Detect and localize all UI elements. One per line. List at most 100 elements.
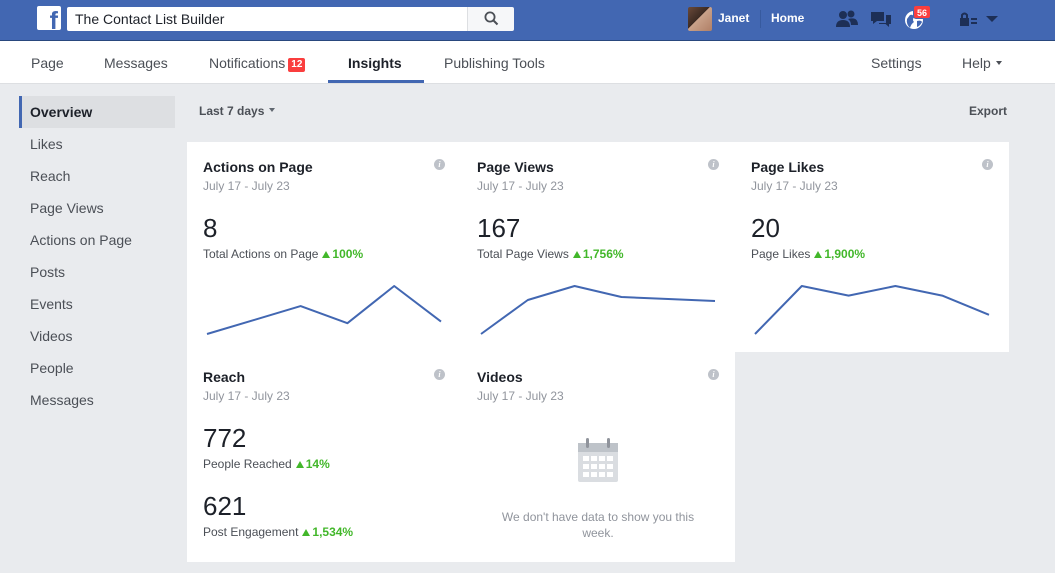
date-range-label: Last 7 days xyxy=(199,104,265,118)
home-link[interactable]: Home xyxy=(771,11,805,25)
metric-label: Total Actions on Page 100% xyxy=(203,247,363,261)
metric-change: 1,534% xyxy=(312,525,354,539)
info-icon[interactable]: i xyxy=(434,159,445,170)
sidebar-item-videos[interactable]: Videos xyxy=(30,328,73,344)
card-title: Actions on Page xyxy=(203,159,313,175)
lock-icon[interactable] xyxy=(957,7,983,31)
trend-up-icon xyxy=(572,251,581,258)
top-navigation-bar: f The Contact List Builder Janet Home xyxy=(0,0,1055,41)
tab-label: Settings xyxy=(871,55,922,71)
metric-label: Page Likes 1,900% xyxy=(751,247,865,261)
card-date-range: July 17 - July 23 xyxy=(751,179,838,193)
sparkline xyxy=(480,285,716,335)
card-title: Videos xyxy=(477,369,523,385)
metric-change: 14% xyxy=(305,457,330,471)
calendar-icon xyxy=(578,438,618,482)
tab-label: Notifications xyxy=(209,55,286,71)
tab-publishing-tools[interactable]: Publishing Tools xyxy=(444,41,545,83)
sidebar-item-people[interactable]: People xyxy=(30,360,74,376)
tab-help[interactable]: Help xyxy=(962,41,1002,83)
tab-notifications[interactable]: Notifications 12 xyxy=(209,41,306,83)
reach-card[interactable]: Reach July 17 - July 23 i 772 People Rea… xyxy=(187,352,461,562)
sidebar-item-actions-on-page[interactable]: Actions on Page xyxy=(30,232,132,248)
sidebar-item-overview[interactable]: Overview xyxy=(19,96,175,128)
page-likes-card[interactable]: Page Likes July 17 - July 23 i 20 Page L… xyxy=(735,142,1009,352)
card-title: Reach xyxy=(203,369,246,385)
insights-sidebar: Overview Likes Reach Page Views Actions … xyxy=(19,96,175,416)
metric-change: 1,900% xyxy=(824,247,866,261)
chevron-down-icon xyxy=(995,61,1002,65)
metric-label: Total Page Views 1,756% xyxy=(477,247,624,261)
tab-label: Page xyxy=(31,55,64,71)
messages-icon[interactable] xyxy=(868,7,894,31)
card-date-range: July 17 - July 23 xyxy=(203,179,290,193)
metric-label-text: Post Engagement xyxy=(203,525,299,539)
empty-state-message: We don't have data to show you this week… xyxy=(501,510,695,540)
trend-up-icon xyxy=(295,461,304,468)
metric-label-text: Page Likes xyxy=(751,247,811,261)
tab-label: Messages xyxy=(104,55,168,71)
date-range-dropdown[interactable]: Last 7 days xyxy=(199,104,276,118)
active-tab-indicator xyxy=(328,80,424,83)
search-input[interactable]: The Contact List Builder xyxy=(67,7,467,31)
videos-card[interactable]: Videos July 17 - July 23 i We don't have… xyxy=(461,352,735,562)
notifications-badge: 56 xyxy=(913,5,932,19)
card-date-range: July 17 - July 23 xyxy=(477,179,564,193)
info-icon[interactable]: i xyxy=(708,159,719,170)
metric-value: 772 xyxy=(203,423,247,453)
dropdown-arrow-icon[interactable] xyxy=(983,7,1009,31)
sparkline-series-page-views xyxy=(480,285,716,335)
card-date-range: July 17 - July 23 xyxy=(203,389,290,403)
trend-up-icon xyxy=(302,529,311,536)
sidebar-item-posts[interactable]: Posts xyxy=(30,264,66,280)
avatar[interactable] xyxy=(688,7,712,31)
trend-up-icon xyxy=(814,251,823,258)
sidebar-item-likes[interactable]: Likes xyxy=(30,136,63,152)
metric-value: 20 xyxy=(751,213,780,243)
card-title: Page Likes xyxy=(751,159,825,175)
export-button[interactable]: Export xyxy=(969,104,1008,118)
metric-value: 167 xyxy=(477,213,521,243)
sidebar-item-page-views[interactable]: Page Views xyxy=(30,200,104,216)
actions-on-page-card[interactable]: Actions on Page July 17 - July 23 i 8 To… xyxy=(187,142,461,352)
metric-label-text: Total Actions on Page xyxy=(203,247,319,261)
card-date-range: July 17 - July 23 xyxy=(477,389,564,403)
divider xyxy=(760,10,761,28)
sparkline-series-page-likes xyxy=(754,285,990,335)
facebook-logo-icon[interactable]: f xyxy=(37,6,61,30)
tab-settings[interactable]: Settings xyxy=(871,41,922,83)
tab-label: Publishing Tools xyxy=(444,55,545,71)
tab-label: Help xyxy=(962,55,991,71)
profile-link[interactable]: Janet xyxy=(718,11,750,25)
metric-label-text: Total Page Views xyxy=(477,247,569,261)
sparkline-series-actions-on-page xyxy=(206,285,442,335)
sidebar-item-reach[interactable]: Reach xyxy=(30,168,71,184)
metric-change: 100% xyxy=(332,247,364,261)
metric-label: People Reached 14% xyxy=(203,457,330,471)
card-title: Page Views xyxy=(477,159,554,175)
sparkline xyxy=(754,285,990,335)
metric-label-text: People Reached xyxy=(203,457,292,471)
friends-icon[interactable] xyxy=(834,7,860,31)
tab-page[interactable]: Page xyxy=(31,41,64,83)
metric-value-secondary: 621 xyxy=(203,491,247,521)
info-icon[interactable]: i xyxy=(708,369,719,380)
metric-label-secondary: Post Engagement 1,534% xyxy=(203,525,353,539)
tab-messages[interactable]: Messages xyxy=(104,41,168,83)
search-icon xyxy=(484,11,499,26)
page-views-card[interactable]: Page Views July 17 - July 23 i 167 Total… xyxy=(461,142,735,352)
page-tab-bar: Page Messages Notifications 12 Insights P… xyxy=(0,41,1055,84)
tab-label: Insights xyxy=(348,55,402,71)
trend-up-icon xyxy=(322,251,331,258)
sidebar-item-messages[interactable]: Messages xyxy=(30,392,94,408)
search-button[interactable] xyxy=(467,7,514,31)
chevron-down-icon xyxy=(269,108,276,112)
tab-insights[interactable]: Insights xyxy=(348,41,402,83)
metric-value: 8 xyxy=(203,213,218,243)
info-icon[interactable]: i xyxy=(982,159,993,170)
info-icon[interactable]: i xyxy=(434,369,445,380)
metric-change: 1,756% xyxy=(582,247,624,261)
sparkline xyxy=(206,285,442,335)
sidebar-item-events[interactable]: Events xyxy=(30,296,73,312)
notifications-count-badge: 12 xyxy=(288,58,306,72)
